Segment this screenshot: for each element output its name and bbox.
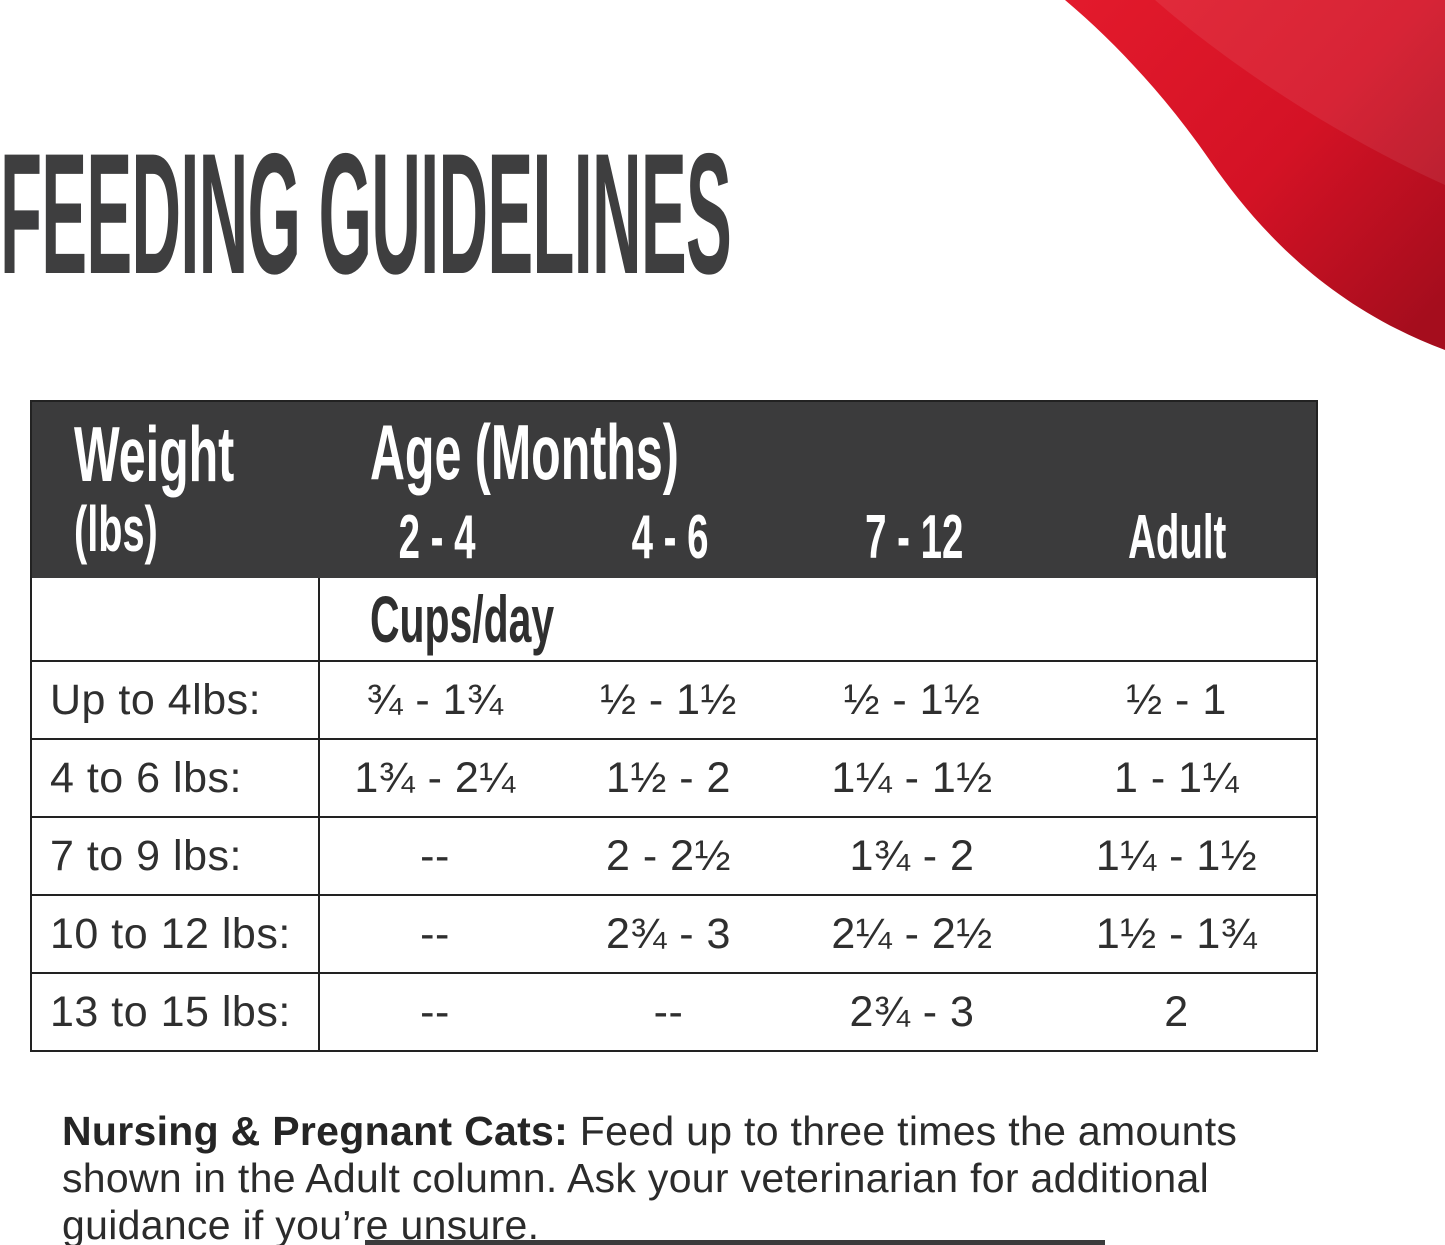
cups-value-cell: -- — [420, 987, 450, 1036]
cups-value-cell: 1¼ - 1½ — [831, 753, 993, 802]
cups-value-cell: ½ - 1½ — [843, 675, 981, 724]
page-title: FEEDING GUIDELINES — [0, 118, 732, 310]
cups-value-cell: ½ - 1½ — [600, 675, 737, 724]
age-column-7-12: 7 - 12 — [864, 503, 964, 572]
table-row: Up to 4lbs: ¾ - 1¾ ½ - 1½ ½ - 1½ ½ - 1 — [32, 660, 1316, 738]
cups-value-cell: 1¼ - 1½ — [1095, 831, 1258, 880]
cups-value-cell: -- — [420, 831, 450, 880]
units-row-empty-cell — [32, 578, 320, 660]
table-row: 4 to 6 lbs: 1¾ - 2¼ 1½ - 2 1¼ - 1½ 1 - 1… — [32, 738, 1316, 816]
weight-unit-label: (lbs) — [74, 493, 158, 565]
age-column-2-4: 2 - 4 — [398, 503, 476, 572]
weight-range-cell: 13 to 15 lbs: — [32, 974, 320, 1050]
units-label: Cups/day — [370, 582, 555, 656]
table-row: 7 to 9 lbs: -- 2 - 2½ 1¾ - 2 1¼ - 1½ — [32, 816, 1316, 894]
footer-line-1: Nursing & Pregnant Cats: Feed up to thre… — [62, 1108, 1238, 1154]
cups-value-cell: 2¾ - 3 — [606, 909, 731, 958]
red-swoosh-decoration — [1065, 0, 1445, 350]
footer-note: Nursing & Pregnant Cats: Feed up to thre… — [62, 1108, 1237, 1245]
cups-value-cell: 1½ - 1¾ — [1095, 909, 1258, 958]
weight-column-header: Weight — [74, 410, 235, 498]
weight-range-cell: Up to 4lbs: — [32, 662, 320, 738]
units-row: Cups/day — [32, 578, 1316, 660]
cups-value-cell: -- — [420, 909, 450, 958]
age-column-adult: Adult — [1128, 503, 1227, 572]
weight-range-cell: 10 to 12 lbs: — [32, 896, 320, 972]
feeding-table: Weight (lbs) Age (Months) 2 - 4 4 - 6 7 … — [30, 400, 1318, 1052]
cups-value-cell: 1½ - 2 — [606, 753, 731, 802]
weight-range-cell: 4 to 6 lbs: — [32, 740, 320, 816]
cups-value-cell: 1¾ - 2 — [849, 831, 975, 880]
cups-value-cell: 2 — [1164, 987, 1189, 1036]
weight-range-cell: 7 to 9 lbs: — [32, 818, 320, 894]
cups-value-cell: 2 - 2½ — [606, 831, 731, 880]
cups-value-cell: 1 - 1¼ — [1114, 753, 1239, 802]
age-column-4-6: 4 - 6 — [632, 503, 709, 572]
footer-line-2: shown in the Adult column. Ask your vete… — [62, 1155, 1210, 1201]
footer-line-3: guidance if you’re unsure. — [62, 1202, 540, 1245]
cups-value-cell: 1¾ - 2¼ — [354, 753, 516, 802]
table-row: 10 to 12 lbs: -- 2¾ - 3 2¼ - 2½ 1½ - 1¾ — [32, 894, 1316, 972]
table-header: Weight (lbs) Age (Months) 2 - 4 4 - 6 7 … — [32, 402, 1316, 578]
cups-value-cell: 2¾ - 3 — [849, 987, 975, 1036]
next-section-edge — [365, 1240, 1105, 1245]
cups-value-cell: -- — [653, 987, 684, 1036]
age-group-header: Age (Months) — [370, 408, 679, 496]
cups-value-cell: ¾ - 1¾ — [366, 675, 504, 724]
cups-value-cell: ½ - 1 — [1126, 675, 1227, 724]
footer-bold-lead: Nursing & Pregnant Cats: — [62, 1108, 569, 1154]
table-row: 13 to 15 lbs: -- -- 2¾ - 3 2 — [32, 972, 1316, 1050]
cups-value-cell: 2¼ - 2½ — [831, 909, 993, 958]
